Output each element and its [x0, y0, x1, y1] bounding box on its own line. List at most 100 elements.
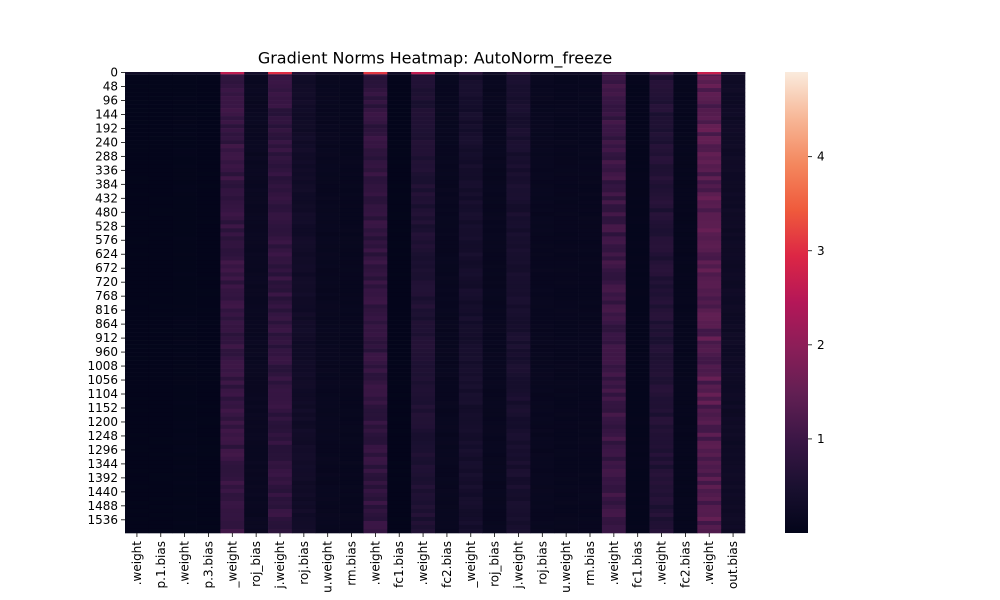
- heatmap-cell: [673, 124, 698, 129]
- heatmap-cell: [625, 276, 650, 281]
- heatmap-cell: [506, 472, 531, 478]
- heatmap-cell: [315, 284, 340, 289]
- heatmap-cell: [625, 196, 650, 201]
- heatmap-cell: [649, 464, 674, 470]
- heatmap-cell: [411, 248, 436, 253]
- heatmap-cell: [339, 484, 364, 490]
- heatmap-cell: [625, 480, 650, 486]
- heatmap-cell: [530, 520, 555, 526]
- heatmap-cell: [220, 412, 245, 418]
- heatmap-cell: [148, 472, 173, 478]
- heatmap-cell: [601, 192, 627, 197]
- heatmap-cell: [220, 492, 245, 498]
- heatmap-cell: [625, 136, 650, 141]
- heatmap-cell: [721, 312, 746, 317]
- heatmap-cell: [578, 172, 603, 177]
- heatmap-cell: [721, 280, 746, 285]
- heatmap-cell: [196, 124, 221, 129]
- heatmap-cell: [506, 500, 531, 506]
- heatmap-cell: [172, 396, 197, 402]
- heatmap-cell: [435, 88, 460, 93]
- heatmap-cell: [649, 240, 674, 245]
- heatmap-cell: [125, 452, 150, 458]
- heatmap-cell: [673, 376, 698, 381]
- heatmap-cell: [530, 356, 555, 361]
- heatmap-cell: [435, 404, 460, 410]
- heatmap-cell: [673, 220, 698, 225]
- heatmap-cell: [506, 112, 531, 117]
- heatmap-cell: [196, 280, 221, 285]
- heatmap-cell: [315, 316, 340, 321]
- heatmap-cell: [530, 360, 555, 365]
- heatmap-cell: [244, 340, 269, 345]
- heatmap-cell: [578, 304, 603, 309]
- heatmap-cell: [196, 296, 221, 301]
- heatmap-cell: [291, 308, 317, 313]
- heatmap-cell: [172, 324, 197, 329]
- heatmap-cell: [148, 468, 173, 474]
- heatmap-cell: [291, 428, 317, 434]
- heatmap-cell: [601, 232, 627, 237]
- heatmap-cell: [196, 384, 221, 389]
- heatmap-cell: [148, 512, 173, 518]
- heatmap-cell: [148, 120, 173, 125]
- heatmap-cell: [291, 476, 317, 482]
- heatmap-cell: [673, 368, 698, 373]
- heatmap-cell: [315, 168, 340, 173]
- heatmap-cell: [148, 460, 173, 466]
- heatmap-cell: [220, 340, 245, 345]
- heatmap-cell: [673, 74, 698, 77]
- heatmap-cell: [697, 368, 722, 373]
- heatmap-cell: [482, 184, 507, 189]
- heatmap-cell: [578, 192, 603, 197]
- heatmap-cell: [244, 268, 269, 273]
- heatmap-cell: [530, 196, 555, 201]
- heatmap-cell: [554, 104, 579, 109]
- heatmap-column: [435, 72, 460, 534]
- y-tick-label: 912: [95, 331, 118, 345]
- heatmap-cell: [530, 500, 555, 506]
- heatmap-cell: [458, 80, 483, 85]
- heatmap-cell: [172, 444, 197, 450]
- heatmap-cell: [411, 88, 436, 93]
- heatmap-cell: [458, 176, 483, 181]
- heatmap-cell: [387, 284, 412, 289]
- heatmap-cell: [148, 528, 173, 534]
- heatmap-cell: [411, 324, 436, 329]
- heatmap-cell: [315, 440, 340, 446]
- heatmap-cell: [625, 240, 650, 245]
- heatmap-cell: [291, 264, 317, 269]
- heatmap-cell: [578, 480, 603, 486]
- heatmap-cell: [315, 360, 340, 365]
- heatmap-cell: [649, 84, 674, 89]
- heatmap-cell: [291, 384, 317, 389]
- heatmap-cell: [721, 396, 746, 402]
- heatmap-cell: [291, 112, 317, 117]
- heatmap-cell: [268, 228, 293, 233]
- heatmap-cell: [601, 492, 627, 498]
- heatmap-cell: [148, 416, 173, 422]
- heatmap-cell: [530, 208, 555, 213]
- heatmap-cell: [458, 224, 483, 229]
- heatmap-cell: [387, 180, 412, 185]
- heatmap-cell: [291, 204, 317, 209]
- heatmap-cell: [625, 232, 650, 237]
- heatmap-cell: [578, 324, 603, 329]
- heatmap-cell: [172, 220, 197, 225]
- heatmap-cell: [244, 144, 269, 149]
- heatmap-cell: [411, 452, 436, 458]
- heatmap-cell: [268, 368, 293, 373]
- heatmap-cell: [148, 196, 173, 201]
- heatmap-cell: [601, 224, 627, 229]
- heatmap-cell: [649, 480, 674, 486]
- heatmap-cell: [244, 128, 269, 133]
- heatmap-cell: [458, 368, 483, 373]
- heatmap-cell: [387, 404, 412, 410]
- heatmap-cell: [458, 128, 483, 133]
- heatmap-cell: [268, 116, 293, 121]
- heatmap-cell: [125, 372, 150, 377]
- heatmap-cell: [697, 120, 722, 125]
- heatmap-cell: [339, 216, 364, 221]
- heatmap-cell: [721, 520, 746, 526]
